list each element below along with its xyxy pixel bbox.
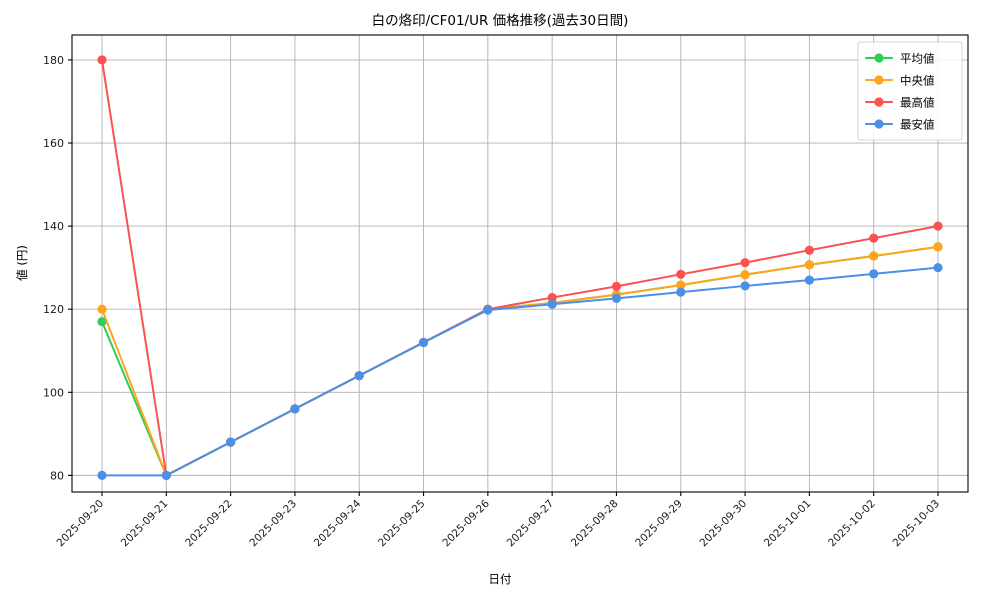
chart-title: 白の烙印/CF01/UR 価格推移(過去30日間) bbox=[372, 13, 629, 29]
data-point-marker bbox=[869, 251, 879, 261]
legend-label: 最高値 bbox=[900, 96, 935, 110]
legend-item-最高値[interactable]: 最高値 bbox=[865, 96, 935, 110]
data-series-group bbox=[97, 55, 943, 480]
x-axis-label: 日付 bbox=[489, 572, 512, 586]
data-point-marker bbox=[676, 269, 686, 279]
data-point-marker bbox=[547, 292, 557, 303]
plot-frame bbox=[71, 34, 969, 493]
legend-label: 平均値 bbox=[900, 52, 935, 66]
data-point-marker bbox=[740, 281, 750, 291]
data-point-marker bbox=[869, 269, 879, 279]
data-point-marker bbox=[547, 299, 557, 309]
data-point-marker bbox=[97, 470, 107, 480]
y-tick-label: 120 bbox=[43, 303, 64, 316]
data-point-marker bbox=[290, 404, 300, 414]
legend-item-中央値[interactable]: 中央値 bbox=[865, 74, 935, 88]
data-point-marker bbox=[418, 337, 429, 348]
y-tick-label: 180 bbox=[43, 54, 64, 67]
y-tick-label: 140 bbox=[43, 220, 64, 233]
grid-lines bbox=[72, 35, 968, 492]
data-point-marker bbox=[933, 221, 943, 231]
data-point-marker bbox=[97, 304, 107, 314]
y-axis-label: 値 (円) bbox=[15, 245, 29, 281]
series-最安値 bbox=[97, 263, 943, 480]
legend-marker-swatch bbox=[874, 119, 884, 129]
data-point-marker bbox=[804, 245, 814, 255]
data-point-marker bbox=[933, 263, 943, 273]
legend-marker-swatch bbox=[874, 53, 884, 63]
legend-item-最安値[interactable]: 最安値 bbox=[865, 118, 935, 132]
y-tick-label: 100 bbox=[43, 386, 64, 399]
y-axis-ticks: 80 100 120 140 160 180 bbox=[43, 54, 72, 482]
data-point-marker bbox=[740, 258, 750, 268]
y-tick-label: 160 bbox=[43, 137, 64, 150]
data-point-marker bbox=[611, 293, 622, 303]
data-point-marker bbox=[676, 287, 686, 297]
data-point-marker bbox=[611, 281, 622, 291]
data-point-marker bbox=[226, 437, 236, 447]
legend-label: 最安値 bbox=[900, 118, 935, 132]
legend-marker-swatch bbox=[874, 97, 884, 107]
data-point-marker bbox=[740, 270, 750, 280]
data-point-marker bbox=[483, 305, 493, 315]
data-point-marker bbox=[933, 242, 943, 252]
legend-marker-swatch bbox=[874, 75, 884, 85]
data-point-marker bbox=[354, 371, 364, 381]
data-point-marker bbox=[804, 260, 814, 270]
legend-item-平均値[interactable]: 平均値 bbox=[865, 52, 935, 66]
data-point-marker bbox=[676, 280, 686, 290]
series-line bbox=[101, 266, 939, 477]
legend-background bbox=[857, 41, 963, 141]
data-point-marker bbox=[97, 317, 107, 327]
data-point-marker bbox=[97, 55, 107, 65]
data-point-marker bbox=[161, 470, 171, 480]
data-point-marker bbox=[869, 233, 879, 243]
data-point-marker bbox=[804, 275, 814, 285]
y-tick-label: 80 bbox=[50, 469, 64, 482]
legend-label: 中央値 bbox=[900, 74, 935, 88]
